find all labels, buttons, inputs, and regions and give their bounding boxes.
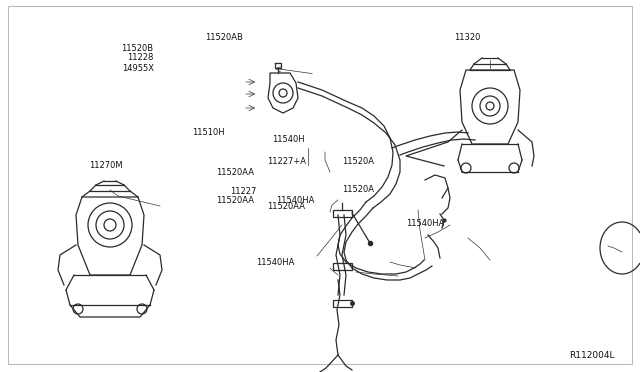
- Text: 11520AA: 11520AA: [216, 169, 254, 177]
- Text: 11520B: 11520B: [122, 44, 154, 53]
- Text: 11520AB: 11520AB: [205, 33, 243, 42]
- Text: 11227: 11227: [230, 187, 257, 196]
- Text: 11540HA: 11540HA: [256, 258, 294, 267]
- Text: 11520A: 11520A: [342, 185, 374, 194]
- Text: 11227+A: 11227+A: [267, 157, 306, 166]
- Text: 11540HA: 11540HA: [276, 196, 315, 205]
- Text: 14955X: 14955X: [122, 64, 154, 73]
- Text: 11270M: 11270M: [89, 161, 122, 170]
- Text: R112004L: R112004L: [569, 351, 614, 360]
- Text: 11520AA: 11520AA: [216, 196, 254, 205]
- Text: 11510H: 11510H: [192, 128, 224, 137]
- Text: 11540HA: 11540HA: [406, 219, 445, 228]
- Text: 11320: 11320: [454, 33, 481, 42]
- Text: 11520A: 11520A: [342, 157, 374, 166]
- Text: 11520AA: 11520AA: [268, 202, 305, 211]
- Text: 11228: 11228: [127, 53, 154, 62]
- Text: 11540H: 11540H: [272, 135, 305, 144]
